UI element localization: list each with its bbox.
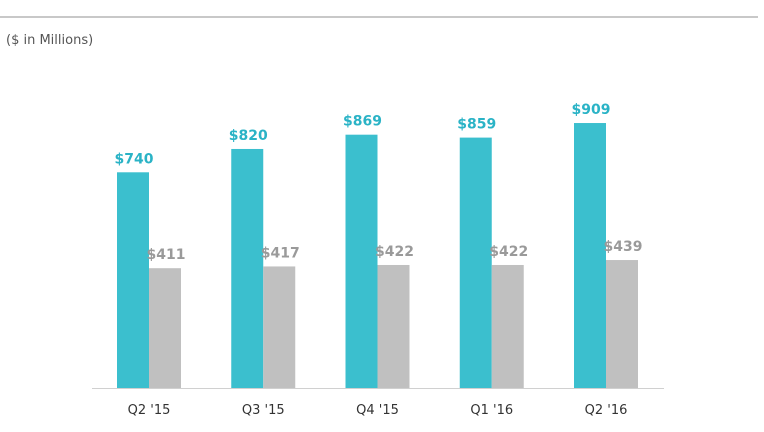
value-label-series2-1: $411: [147, 247, 186, 263]
top-divider: [0, 16, 758, 18]
bar-series2-4: [491, 264, 524, 388]
value-labels-group: $740 $411 $820 $417 $869 $422 $859 $422 $909 $439: [115, 102, 643, 263]
bar-series1-4: [459, 137, 492, 388]
value-label-series1-5: $909: [572, 102, 611, 118]
value-label-series2-3: $422: [375, 244, 414, 260]
value-label-series1-1: $740: [115, 151, 154, 167]
value-label-series1-4: $859: [457, 117, 496, 133]
bar-series2-2: [263, 266, 296, 388]
bars-group: [117, 123, 638, 389]
bar-series1-3: [345, 134, 378, 388]
x-tick-label-2: Q3 '15: [242, 403, 285, 418]
value-label-series2-2: $417: [261, 245, 300, 261]
x-tick-label-3: Q4 '15: [356, 403, 399, 418]
x-tick-labels-group: Q2 '15 Q3 '15 Q4 '15 Q1 '16 Q2 '16: [128, 403, 628, 418]
x-tick-label-1: Q2 '15: [128, 403, 171, 418]
bar-series2-5: [606, 260, 638, 388]
value-label-series2-5: $439: [604, 239, 643, 255]
value-label-series1-3: $869: [343, 114, 382, 130]
value-label-series1-2: $820: [229, 128, 268, 144]
x-tick-label-5: Q2 '16: [585, 403, 628, 418]
bar-series2-1: [149, 268, 181, 388]
bar-series2-3: [377, 264, 410, 388]
bar-series1-5: [574, 123, 606, 389]
unit-label: ($ in Millions): [6, 33, 94, 48]
bar-series1-1: [117, 172, 149, 388]
bar-series1-2: [231, 148, 264, 388]
value-label-series2-4: $422: [489, 244, 528, 260]
x-tick-label-4: Q1 '16: [470, 403, 513, 418]
